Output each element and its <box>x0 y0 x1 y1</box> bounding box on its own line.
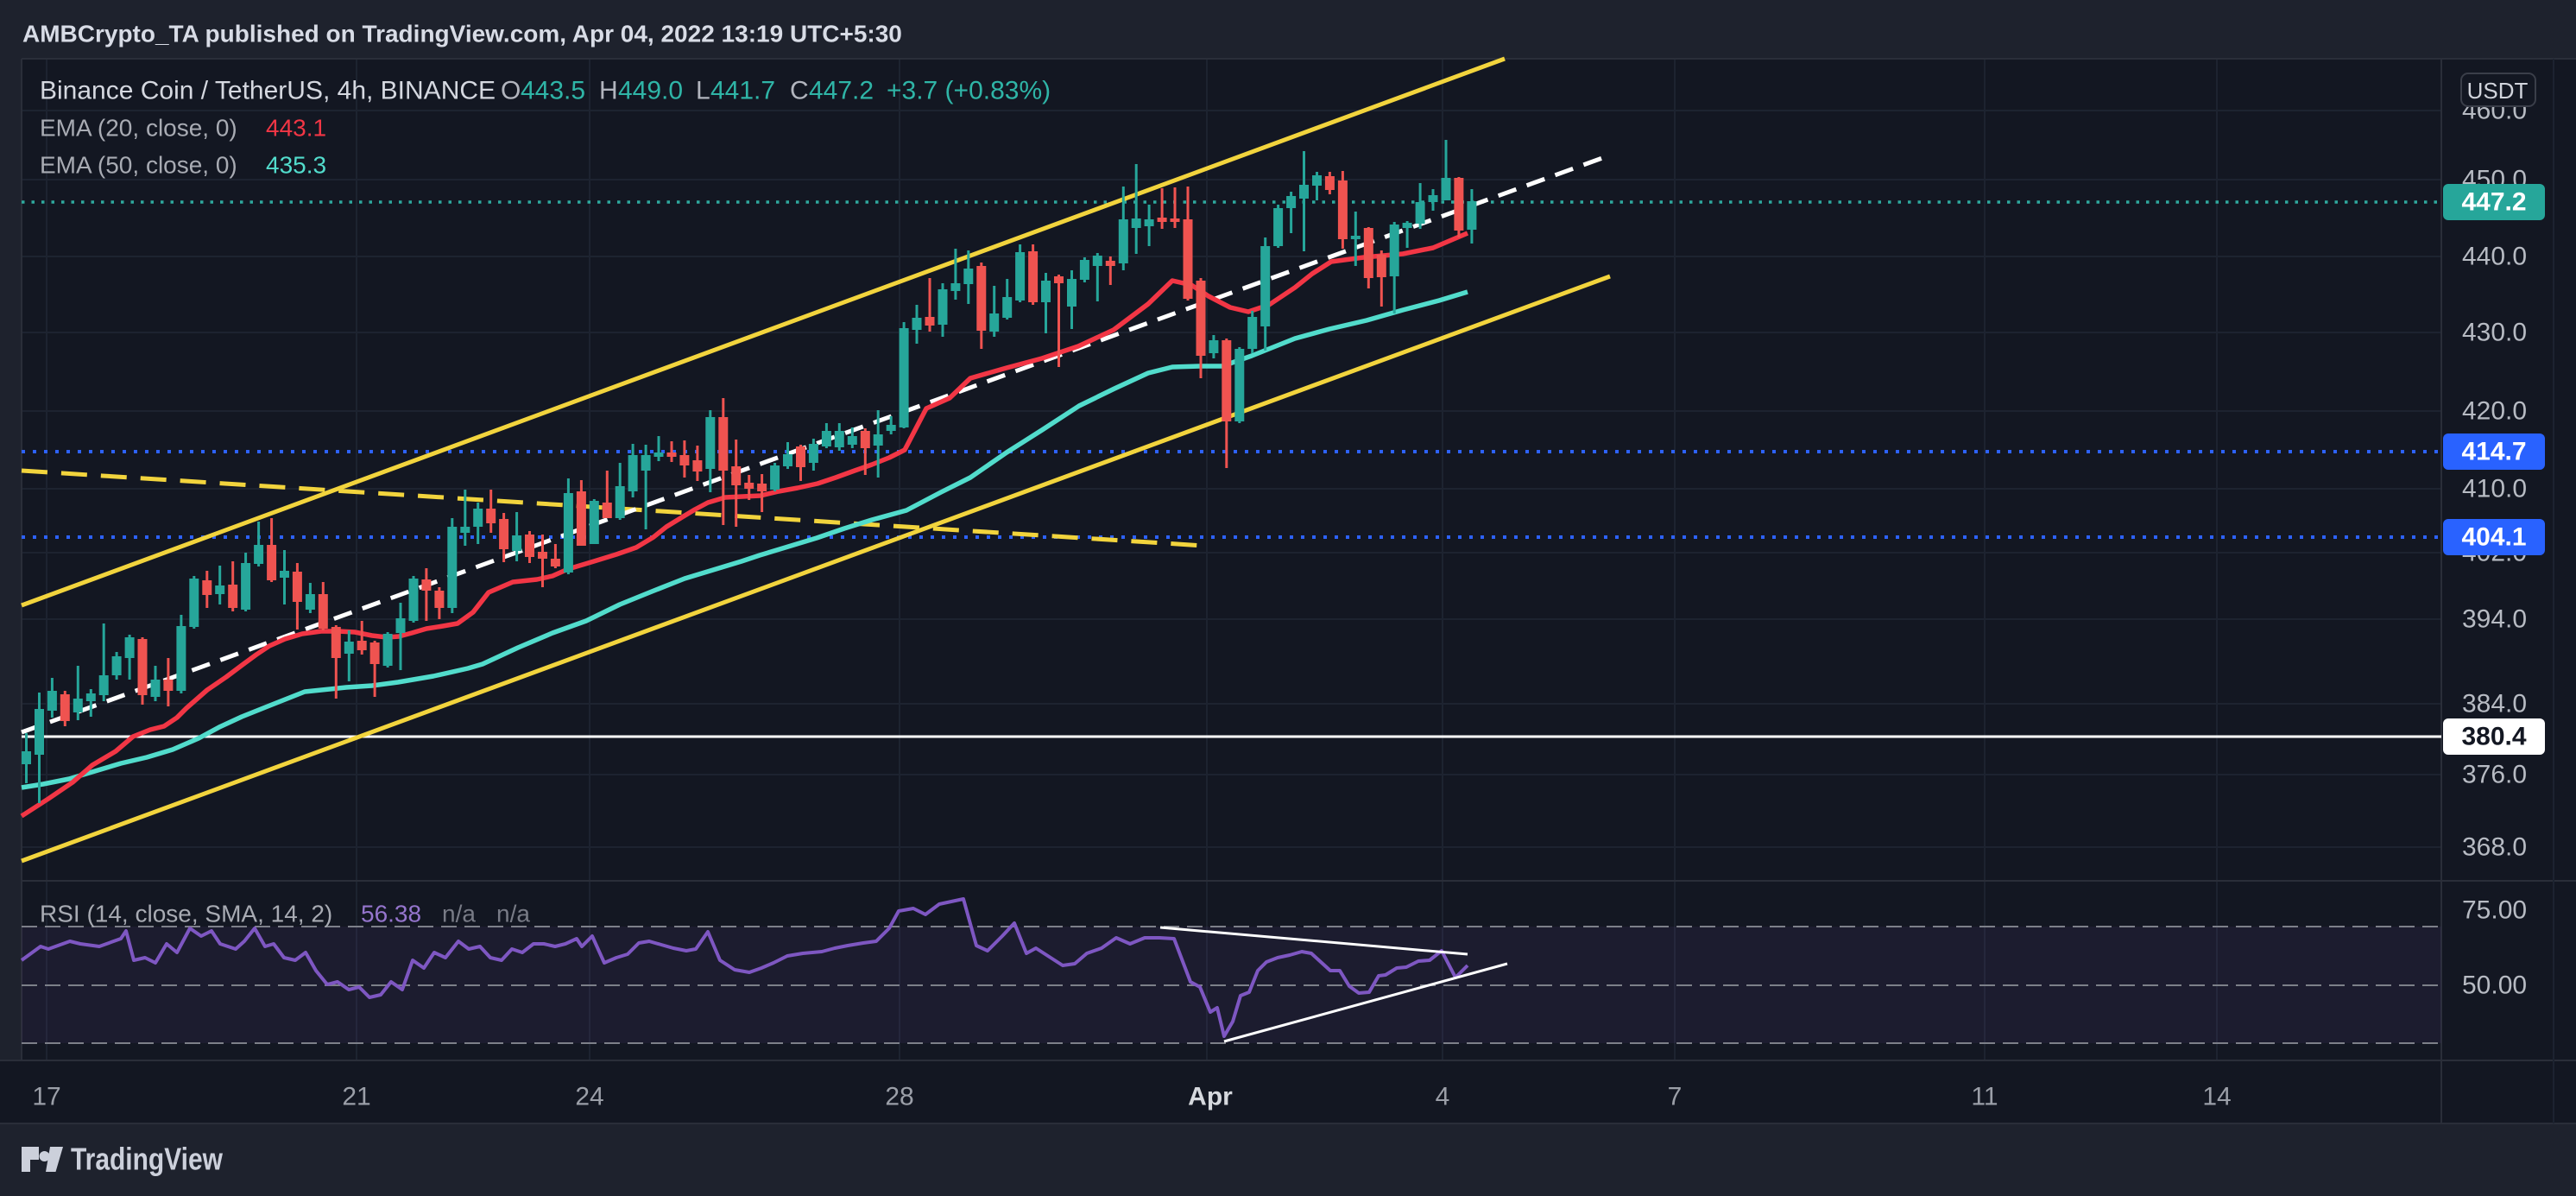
svg-text:H: H <box>599 77 618 105</box>
svg-text:USDT: USDT <box>2467 78 2529 104</box>
svg-text:O: O <box>501 77 521 105</box>
svg-text:380.4: 380.4 <box>2461 723 2526 751</box>
svg-text:Binance Coin / TetherUS, 4h, B: Binance Coin / TetherUS, 4h, BINANCE <box>40 77 496 105</box>
svg-text:C: C <box>790 77 809 105</box>
svg-text:17: 17 <box>32 1083 60 1111</box>
svg-text:EMA (20, close, 0): EMA (20, close, 0) <box>40 115 237 142</box>
svg-text:4: 4 <box>1436 1083 1450 1111</box>
svg-text:435.3: 435.3 <box>266 152 326 179</box>
svg-text:50.00: 50.00 <box>2462 971 2527 1000</box>
svg-text:28: 28 <box>885 1083 913 1111</box>
svg-text:+3.7 (+0.83%): +3.7 (+0.83%) <box>887 77 1051 105</box>
svg-text:414.7: 414.7 <box>2461 438 2526 466</box>
svg-text:AMBCrypto_TA published on Trad: AMBCrypto_TA published on TradingView.co… <box>22 21 902 47</box>
svg-text:11: 11 <box>1971 1083 1998 1111</box>
svg-text:410.0: 410.0 <box>2462 475 2527 503</box>
svg-text:75.00: 75.00 <box>2462 896 2527 925</box>
svg-text:368.0: 368.0 <box>2462 833 2527 862</box>
svg-text:384.0: 384.0 <box>2462 690 2527 718</box>
svg-text:14: 14 <box>2202 1083 2231 1111</box>
svg-text:56.38: 56.38 <box>361 901 421 927</box>
svg-text:404.1: 404.1 <box>2461 523 2526 552</box>
svg-text:447.2: 447.2 <box>809 77 874 105</box>
svg-text:376.0: 376.0 <box>2462 761 2527 789</box>
svg-text:7: 7 <box>1668 1083 1683 1111</box>
svg-text:447.2: 447.2 <box>2461 188 2526 217</box>
svg-text:443.1: 443.1 <box>266 115 326 142</box>
svg-text:Apr: Apr <box>1188 1083 1233 1111</box>
svg-text:n/a: n/a <box>442 901 476 927</box>
svg-text:n/a: n/a <box>496 901 530 927</box>
svg-text:EMA (50, close, 0): EMA (50, close, 0) <box>40 152 237 179</box>
svg-text:440.0: 440.0 <box>2462 243 2527 271</box>
svg-text:21: 21 <box>342 1083 370 1111</box>
svg-text:24: 24 <box>575 1083 603 1111</box>
svg-text:430.0: 430.0 <box>2462 319 2527 347</box>
svg-text:449.0: 449.0 <box>618 77 683 105</box>
svg-text:420.0: 420.0 <box>2462 397 2527 426</box>
svg-text:RSI (14, close, SMA, 14, 2): RSI (14, close, SMA, 14, 2) <box>40 901 332 927</box>
svg-text:394.0: 394.0 <box>2462 605 2527 634</box>
svg-text:TradingView: TradingView <box>71 1142 224 1177</box>
svg-text:L: L <box>696 77 710 105</box>
svg-text:443.5: 443.5 <box>521 77 585 105</box>
svg-text:441.7: 441.7 <box>710 77 775 105</box>
